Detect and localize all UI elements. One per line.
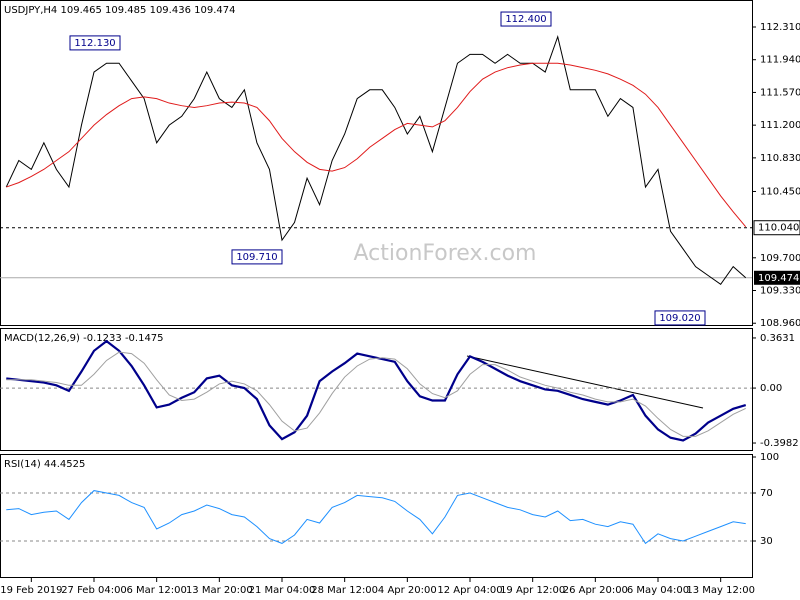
x-tick-label: 4 Apr 20:00 [378,585,437,596]
series-line [6,62,747,228]
x-tick-label: 6 May 04:00 [627,585,689,596]
x-tick-label: 12 Apr 04:00 [437,585,502,596]
level-box [753,220,800,236]
x-tick-label: 13 May 12:00 [686,585,755,596]
x-tick-label: 19 Apr 12:00 [500,585,565,596]
close: 109.474 [194,5,235,16]
series-line [6,351,746,437]
x-tick-label: 21 Mar 04:00 [249,585,316,596]
price-panel [0,0,753,326]
y-tick-label: 111.200 [760,120,800,131]
y-tick-label: -0.3982 [760,438,799,449]
series-line [6,490,746,545]
y-tick-label: 109.330 [760,286,800,297]
high: 109.485 [105,5,146,16]
y-tick-label: 109.700 [760,253,800,264]
y-tick-label: 0.00 [760,383,782,394]
macd-value: -0.1233 [83,333,122,344]
current-label: 109.474 [758,273,799,284]
x-tick-label: 28 Mar 12:00 [311,585,378,596]
annotation-box [654,310,706,326]
macd-panel [0,328,753,451]
rsi-value: 44.4525 [44,459,85,470]
macd-title: MACD(12,26,9) [4,333,80,344]
series-line [5,34,747,286]
y-tick-label: 112.310 [760,22,800,33]
watermark: ActionForex.com [354,241,537,266]
annotation-box [500,11,552,27]
rsi-title: RSI(14) [4,459,41,470]
level-label: 110.040 [758,223,799,234]
x-tick-label: 26 Apr 20:00 [563,585,628,596]
y-tick-label: 110.830 [760,153,800,164]
x-tick-label: 19 Feb 2019 [0,585,62,596]
macd-header: MACD(12,26,9) -0.1233 -0.1475 [4,333,164,344]
y-tick-label: 100 [760,452,779,463]
y-tick-label: 110.450 [760,186,800,197]
symbol: USDJPY,H4 [4,5,57,16]
x-tick-label: 13 Mar 20:00 [186,585,253,596]
annotation-label: 112.130 [74,38,115,49]
annotation-label: 109.710 [236,252,277,263]
trend-line [466,355,704,409]
x-tick-label: 6 Mar 12:00 [126,585,186,596]
annotation-label: 112.400 [505,14,546,25]
current-box [754,270,800,285]
annotation-box [69,35,121,51]
y-tick-label: 111.570 [760,87,800,98]
rsi-header: RSI(14) 44.4525 [4,459,85,470]
price-header: USDJPY,H4 109.465 109.485 109.436 109.47… [4,5,235,16]
rsi-panel [0,454,753,578]
series-line [6,339,747,442]
annotation-label: 109.020 [659,313,700,324]
y-tick-label: 0.3631 [760,333,795,344]
y-tick-label: 111.940 [760,55,800,66]
annotation-box [231,249,283,265]
open: 109.465 [60,5,101,16]
low: 109.436 [150,5,191,16]
x-tick-label: 27 Feb 04:00 [61,585,127,596]
y-tick-label: 30 [760,536,773,547]
y-tick-label: 108.960 [760,318,800,329]
y-tick-label: 70 [760,488,773,499]
signal-value: -0.1475 [125,333,164,344]
